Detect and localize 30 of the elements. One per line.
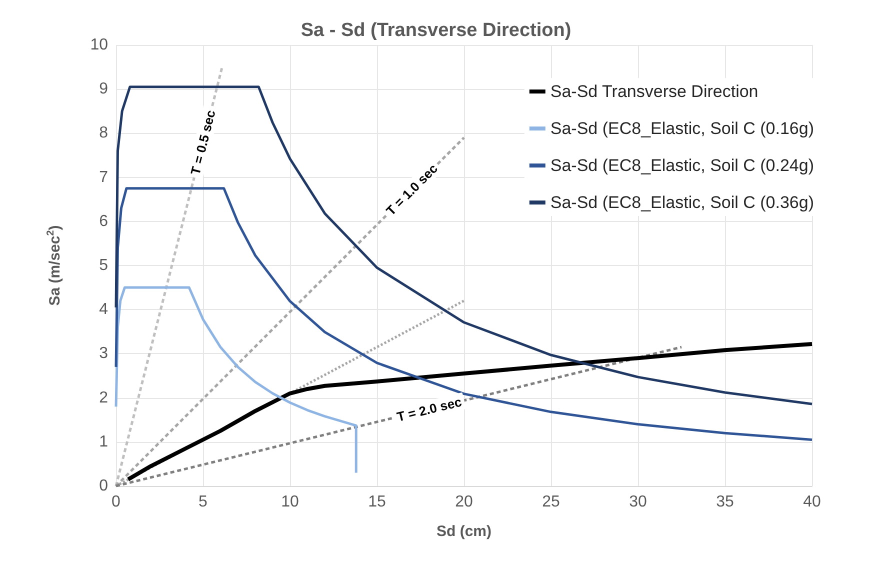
legend-label: Sa-Sd (EC8_Elastic, Soil C (0.16g) xyxy=(550,119,814,138)
y-tick-label: 10 xyxy=(90,36,108,54)
y-tick-label: 7 xyxy=(99,168,108,186)
y-tick-label: 3 xyxy=(99,345,108,362)
y-axis-title: Sa (m/sec2) xyxy=(46,225,64,306)
chart-title: Sa - Sd (Transverse Direction) xyxy=(300,20,572,41)
x-tick-label: 30 xyxy=(629,494,647,510)
x-tick-label: 15 xyxy=(368,494,386,510)
x-tick-label: 0 xyxy=(112,494,121,510)
x-tick-label: 25 xyxy=(542,494,560,510)
annotation: T = 2.0 sec xyxy=(395,394,464,424)
annotation: T = 0.5 sec xyxy=(188,108,218,176)
x-tick-label: 10 xyxy=(281,494,299,510)
y-tick-label: 8 xyxy=(99,124,108,142)
x-tick-label: 40 xyxy=(803,494,821,510)
annotation: T = 1.0 sec xyxy=(383,160,440,218)
y-tick-label: 0 xyxy=(99,478,108,494)
y-tick-label: 2 xyxy=(99,389,108,406)
x-tick-label: 20 xyxy=(455,494,473,510)
y-tick-label: 5 xyxy=(99,257,108,274)
legend-label: Sa-Sd (EC8_Elastic, Soil C (0.36g) xyxy=(550,193,814,212)
x-tick-label: 35 xyxy=(716,494,734,510)
legend-label: Sa-Sd Transverse Direction xyxy=(550,82,758,101)
y-tick-label: 4 xyxy=(99,301,108,318)
y-tick-label: 9 xyxy=(99,80,108,98)
x-axis-title: Sd (cm) xyxy=(436,523,492,540)
x-tick-label: 5 xyxy=(198,494,208,510)
y-tick-label: 1 xyxy=(99,433,108,450)
legend-label: Sa-Sd (EC8_Elastic, Soil C (0.24g) xyxy=(550,156,814,175)
y-tick-label: 6 xyxy=(99,212,108,230)
